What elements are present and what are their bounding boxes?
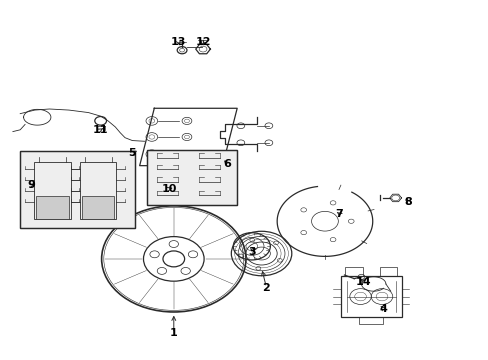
Text: 14: 14 xyxy=(355,277,371,287)
Bar xyxy=(345,267,362,276)
Text: 4: 4 xyxy=(379,304,386,314)
Text: 10: 10 xyxy=(161,184,176,194)
Text: 13: 13 xyxy=(171,37,186,47)
Text: 7: 7 xyxy=(335,209,343,219)
Bar xyxy=(36,197,68,220)
Text: 8: 8 xyxy=(403,197,411,207)
Text: 9: 9 xyxy=(27,180,35,190)
Text: 1: 1 xyxy=(169,328,177,338)
Bar xyxy=(20,151,135,228)
Bar xyxy=(379,267,396,276)
Bar xyxy=(147,149,237,205)
Bar xyxy=(80,162,116,220)
Bar xyxy=(147,149,237,205)
Bar xyxy=(340,276,401,317)
Bar xyxy=(358,317,383,324)
Text: 12: 12 xyxy=(195,37,210,47)
Text: 2: 2 xyxy=(262,283,270,293)
Bar xyxy=(20,151,135,228)
Text: 11: 11 xyxy=(93,125,108,135)
Text: 5: 5 xyxy=(128,148,136,158)
Text: 3: 3 xyxy=(247,247,255,257)
Text: 6: 6 xyxy=(223,159,231,169)
Bar xyxy=(81,197,114,220)
Bar xyxy=(34,162,70,220)
